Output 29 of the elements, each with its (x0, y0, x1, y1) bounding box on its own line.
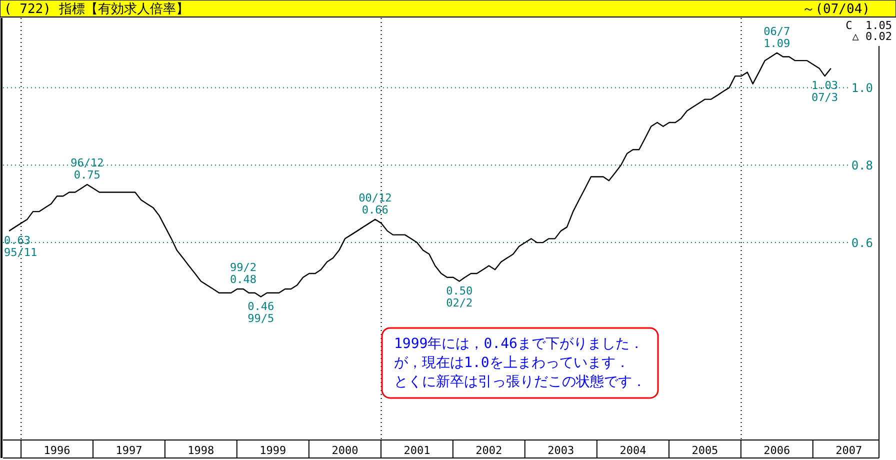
x-tick-label: 2004 (620, 444, 647, 457)
x-tick-label: 2000 (332, 444, 358, 457)
x-tick-label: 2002 (476, 444, 502, 457)
y-tick-label: 0.6 (851, 236, 873, 250)
annotation: 0.46 99/5 (248, 300, 274, 325)
x-tick-label: 2006 (764, 444, 790, 457)
x-tick-label: 2007 (836, 444, 862, 457)
annotation: 0.50 02/2 (446, 284, 473, 310)
y-tick-label: 0.8 (851, 158, 873, 172)
x-tick-label: 1996 (44, 444, 70, 457)
annotation: が，現在は1.0を上まわっています． (394, 355, 630, 371)
chart-title: ( 722) 指標【有効求人倍率】 (4, 1, 189, 17)
x-tick-label: 2001 (404, 444, 430, 457)
annotation: 0.63 95/11 (4, 234, 38, 259)
annotation: C 1.05 △ 0.02 (846, 19, 892, 43)
annotation: 99/2 0.48 (230, 261, 257, 286)
x-tick-label: 2003 (548, 444, 574, 457)
chart-subtitle: ～(07/04) (802, 2, 870, 17)
annotation: 96/12 0.75 (70, 156, 104, 182)
annotation: 1999年には，0.46まで下がりました． (394, 336, 644, 352)
y-tick-label: 1.0 (851, 80, 873, 95)
annotation: とくに新卒は引っ張りだこの状態です． (394, 374, 646, 390)
x-tick-label: 1999 (260, 444, 286, 457)
annotation: 1.03 07/3 (812, 79, 838, 104)
x-tick-label: 1997 (116, 444, 142, 457)
x-tick-label: 1998 (188, 444, 214, 457)
annotation: 00/12 0.66 (358, 191, 392, 216)
x-tick-label: 2005 (692, 444, 718, 457)
annotation: 06/7 1.09 (764, 24, 790, 50)
